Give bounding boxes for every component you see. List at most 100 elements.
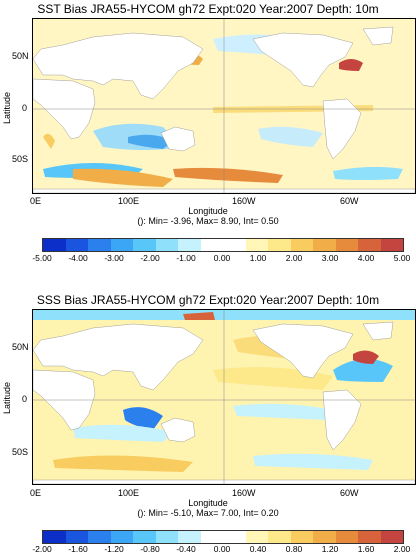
colorbar-swatch-2: [88, 531, 111, 543]
colorbar-tick-label: -1.00: [176, 253, 196, 263]
sss-colorbar-ticks: -2.00 -1.60 -1.20 -0.80 -0.40 0.00 0.40 0.80 1.2…: [32, 544, 410, 556]
colorbar-swatch-11: [290, 239, 313, 251]
sst-lat-tick-50s: 50S: [12, 154, 29, 164]
sss-y-axis-label: Latitude: [2, 382, 12, 415]
colorbar-swatch-12: [313, 531, 336, 543]
colorbar-swatch-1: [65, 239, 88, 251]
colorbar-swatch-6: [178, 531, 201, 543]
sst-y-axis-label: Latitude: [2, 92, 12, 125]
sss-maritime-fresh: [123, 407, 163, 430]
colorbar-tick-label: 1.60: [357, 544, 375, 554]
colorbar-swatch-6: [178, 239, 201, 251]
sss-land-masses: [33, 321, 415, 484]
sss-stats-text: (): Min= -5.10, Max= 7.00, Int= 0.20: [137, 508, 279, 518]
colorbar-swatch-0: [43, 531, 66, 543]
colorbar-swatch-0: [43, 239, 66, 251]
colorbar-swatch-4: [133, 239, 156, 251]
colorbar-tick-label: -3.00: [104, 253, 124, 263]
colorbar-swatch-2: [88, 239, 111, 251]
sss-lon-tick-60w: 60W: [340, 488, 359, 498]
colorbar-swatch-11: [290, 531, 313, 543]
sst-lon-tick-100e: 100E: [118, 196, 140, 206]
colorbar-tick-label: -4.00: [68, 253, 88, 263]
colorbar-tick-label: 5.00: [393, 253, 411, 263]
sst-benguela-warm: [43, 133, 55, 149]
sss-map-svg: [33, 310, 415, 484]
sst-cool-patch: [128, 134, 173, 149]
colorbar-swatch-14: [358, 531, 381, 543]
colorbar-swatch-4: [133, 531, 156, 543]
colorbar-tick-label: -2.00: [140, 253, 160, 263]
colorbar-swatch-9: [245, 239, 268, 251]
sst-southern-warm-2: [173, 167, 283, 183]
sss-indian-fresh: [73, 424, 173, 442]
sst-panel-title: SST Bias JRA55-HYCOM gh72 Expt:020 Year:…: [37, 2, 379, 16]
colorbar-swatch-13: [335, 531, 358, 543]
sss-bias-panel: SSS Bias JRA55-HYCOM gh72 Expt:020 Year:…: [0, 280, 416, 559]
colorbar-swatch-7: [200, 531, 223, 543]
colorbar-tick-label: -0.40: [176, 544, 196, 554]
colorbar-swatch-10: [268, 531, 291, 543]
sss-gulf-stream-salty: [353, 350, 379, 364]
colorbar-tick-label: -0.80: [140, 544, 160, 554]
colorbar-swatch-8: [223, 531, 246, 543]
colorbar-swatch-13: [335, 239, 358, 251]
sst-southern-warm: [73, 168, 173, 187]
colorbar-tick-label: -5.00: [32, 253, 52, 263]
sss-lat-tick-0: 0: [22, 394, 28, 404]
colorbar-tick-label: 3.00: [321, 253, 339, 263]
colorbar-tick-label: 1.20: [321, 544, 339, 554]
colorbar-swatch-15: [380, 239, 403, 251]
sss-lat-tick-50s: 50S: [12, 447, 29, 457]
sst-x-axis-label: Longitude: [188, 206, 228, 216]
sst-lat-tick-50n: 50N: [12, 51, 29, 61]
sst-colorbar: [42, 238, 404, 252]
sst-south-atlantic-cool: [333, 166, 403, 180]
colorbar-tick-label: 4.00: [357, 253, 375, 263]
sst-bias-map: [32, 18, 416, 194]
colorbar-swatch-12: [313, 239, 336, 251]
sst-lon-tick-60w: 60W: [340, 196, 359, 206]
sst-colorbar-ticks: -5.00 -4.00 -3.00 -2.00 -1.00 0.00 1.00 2.00 3.0…: [32, 253, 410, 265]
sss-southern-fresh: [253, 453, 373, 470]
sst-bias-panel: SST Bias JRA55-HYCOM gh72 Expt:020 Year:…: [2, 2, 416, 265]
sst-lon-tick-160w: 160W: [232, 196, 256, 206]
colorbar-swatch-3: [110, 531, 133, 543]
sss-panel-title: SSS Bias JRA55-HYCOM gh72 Expt:020 Year:…: [36, 293, 380, 307]
colorbar-tick-label: 0.00: [213, 544, 231, 554]
colorbar-swatch-5: [155, 239, 178, 251]
sss-lon-tick-160w: 160W: [232, 488, 256, 498]
colorbar-swatch-1: [65, 531, 88, 543]
sst-pacific-cool: [258, 126, 323, 147]
colorbar-tick-label: 0.40: [249, 544, 267, 554]
sss-atlantic-fresh: [333, 358, 393, 382]
sst-gulf-stream-warm: [339, 59, 363, 71]
colorbar-swatch-9: [245, 531, 268, 543]
sss-colorbar: [42, 530, 404, 544]
sst-map-svg: [33, 19, 415, 193]
colorbar-tick-label: -2.00: [32, 544, 52, 554]
sss-itcz-fresh: [233, 403, 333, 420]
colorbar-swatch-5: [155, 531, 178, 543]
sss-bias-map: [32, 309, 416, 485]
colorbar-swatch-8: [223, 239, 246, 251]
colorbar-tick-label: -1.20: [104, 544, 124, 554]
colorbar-tick-label: 1.00: [249, 253, 267, 263]
sst-lat-tick-0: 0: [22, 103, 28, 113]
colorbar-swatch-10: [268, 239, 291, 251]
colorbar-swatch-14: [358, 239, 381, 251]
colorbar-swatch-7: [200, 239, 223, 251]
colorbar-swatch-3: [110, 239, 133, 251]
sst-stats-text: (): Min= -3.96, Max= 8.90, Int= 0.50: [137, 216, 279, 226]
sss-x-axis-label: Longitude: [188, 498, 228, 508]
sst-lon-tick-0e: 0E: [30, 196, 42, 206]
sss-lon-tick-0e: 0E: [30, 488, 42, 498]
colorbar-tick-label: 0.80: [285, 544, 303, 554]
colorbar-tick-label: 0.00: [213, 253, 231, 263]
colorbar-tick-label: -1.60: [68, 544, 88, 554]
sss-lon-tick-100e: 100E: [118, 488, 140, 498]
colorbar-tick-label: 2.00: [393, 544, 411, 554]
colorbar-tick-label: 2.00: [285, 253, 303, 263]
colorbar-swatch-15: [380, 531, 403, 543]
sss-southern-salty: [53, 455, 193, 472]
